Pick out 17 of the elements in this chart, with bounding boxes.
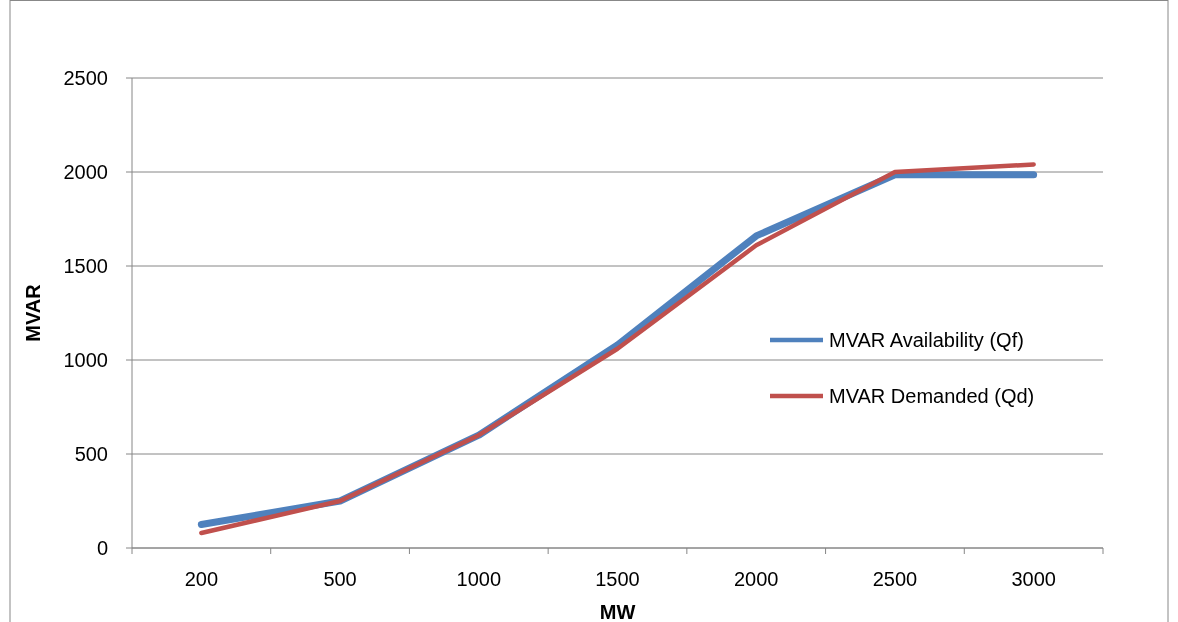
- x-tick-label: 3000: [1011, 568, 1056, 590]
- y-tick-label: 1000: [63, 349, 108, 371]
- x-tick-label: 1000: [456, 568, 502, 590]
- y-tick-label: 2500: [63, 67, 108, 89]
- x-tick-label: 2500: [872, 568, 918, 590]
- x-tick-label: 1500: [595, 568, 640, 590]
- legend-label: MVAR Availability (Qf): [829, 329, 1024, 351]
- x-tick-label: 2000: [733, 568, 779, 590]
- y-tick-label: 500: [74, 443, 108, 465]
- x-tick-label: 200: [184, 568, 219, 590]
- y-tick-label: 2000: [63, 161, 108, 183]
- x-axis-title: MW: [599, 601, 636, 622]
- legend-label: MVAR Demanded (Qd): [829, 385, 1035, 407]
- y-axis-title: MVAR: [22, 283, 44, 342]
- x-tick-label: 500: [323, 568, 357, 590]
- y-tick-label: 1500: [63, 255, 108, 277]
- y-tick-label: 0: [96, 537, 108, 559]
